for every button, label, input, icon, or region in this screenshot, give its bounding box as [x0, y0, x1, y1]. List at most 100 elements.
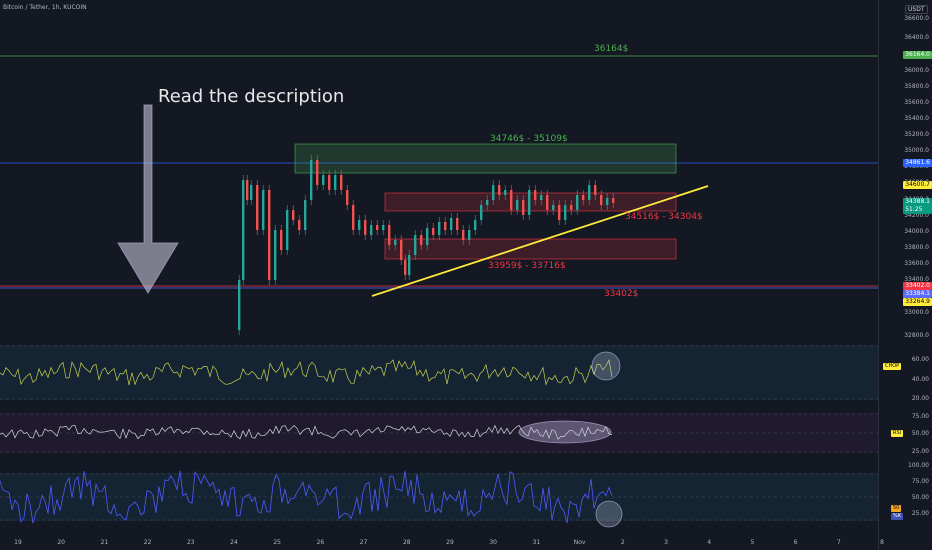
candle	[612, 198, 615, 203]
candle	[304, 200, 307, 230]
level-36164-label: 36164$	[594, 44, 629, 54]
zone-upper-label: 34746$ - 35109$	[490, 134, 568, 144]
candle	[594, 185, 597, 195]
time-axis-label: 19	[14, 539, 22, 546]
candle	[292, 210, 295, 220]
candle	[382, 225, 385, 230]
level-36164-tag: 36164.0	[903, 51, 932, 59]
stoch-tag-d: 50	[891, 505, 902, 512]
time-axis-label: 3	[664, 539, 668, 546]
candle	[498, 185, 501, 195]
stoch-axis-label: 75.00	[911, 478, 929, 485]
price-axis-label: 34000.0	[904, 228, 929, 235]
chop-axis-label: 40.00	[911, 376, 929, 383]
candle	[376, 225, 379, 230]
candle	[394, 240, 397, 245]
price-axis-label: 33800.0	[904, 244, 929, 251]
candle	[444, 222, 447, 230]
candle	[486, 200, 489, 205]
zone-mid-label: 34516$ - 34304$	[625, 212, 703, 222]
candle	[552, 205, 555, 210]
candle	[510, 190, 513, 210]
candle	[328, 175, 331, 190]
candle	[474, 220, 477, 230]
price-axis-label: 34200.0	[904, 212, 929, 219]
price-tag-value: 34861.6	[905, 159, 930, 166]
price-axis-label: 36600.0	[904, 15, 929, 22]
last-price-tag: 34388.1 51:25	[903, 198, 932, 214]
currency-label[interactable]: USDT	[905, 5, 928, 14]
price-chart[interactable]	[0, 0, 878, 550]
time-axis-label: 7	[836, 539, 841, 546]
candle	[346, 190, 349, 205]
candle	[250, 185, 253, 200]
price-axis-label: 33600.0	[904, 260, 929, 267]
chop-axis-label: 20.00	[911, 395, 929, 402]
candlesticks	[238, 155, 615, 335]
time-axis-label: 21	[100, 539, 109, 546]
candle	[492, 185, 495, 200]
zone-mid-box	[384, 192, 677, 212]
zone-lower-label: 33959$ - 33716$	[488, 261, 566, 271]
price-axis-label: 36400.0	[904, 34, 929, 41]
price-tag-value: 33264.9	[905, 298, 930, 305]
candle	[516, 200, 519, 210]
candle	[606, 198, 609, 205]
candle	[408, 255, 411, 275]
price-axis-label: 35200.0	[904, 131, 929, 138]
price-tag-value: 33384.1	[905, 290, 930, 297]
zone-lower-box	[384, 238, 677, 260]
time-axis-label: 6	[793, 539, 798, 546]
symbol-title[interactable]: Bitcoin / Tether, 1h, KUCOIN	[3, 4, 87, 11]
price-axis-label: 33400.0	[904, 276, 929, 283]
candle	[600, 195, 603, 205]
level-33384-tag: 33384.1	[903, 290, 932, 298]
candle	[358, 220, 361, 230]
candle	[238, 280, 241, 330]
down-arrow-icon	[117, 104, 179, 294]
price-axis-label: 33000.0	[904, 309, 929, 316]
candle	[388, 225, 391, 245]
time-axis-label: 27	[359, 539, 368, 546]
price-axis[interactable]: 36600.036400.036200.036000.035800.035600…	[878, 0, 932, 550]
candle	[588, 185, 591, 200]
candle	[334, 175, 337, 190]
time-axis-label: Nov	[573, 539, 586, 546]
price-tag-value: 33402.0	[905, 282, 930, 289]
price-tag-value: 34388.1	[905, 198, 930, 205]
price-axis-label: 35400.0	[904, 115, 929, 122]
candle	[404, 260, 407, 275]
candle	[352, 205, 355, 230]
rsi-axis-label: 50.00	[911, 430, 929, 437]
price-axis-label: 32800.0	[904, 332, 929, 339]
description-annotation: Read the description	[158, 86, 345, 107]
trendline[interactable]	[371, 185, 709, 297]
candle	[432, 228, 435, 235]
price-axis-label: 35600.0	[904, 99, 929, 106]
candle	[564, 205, 567, 220]
chop-highlight-circle	[591, 351, 621, 381]
level-33402-label: 33402$	[604, 289, 639, 299]
time-axis-label: 31	[532, 539, 541, 546]
stoch-axis-label: 100.00	[908, 462, 929, 469]
bar-countdown: 51:25	[905, 206, 923, 213]
candle	[256, 185, 259, 230]
candle	[310, 160, 313, 200]
level-34861-tag: 34861.6	[903, 159, 932, 167]
stoch-indicator-line	[0, 470, 613, 524]
candle	[246, 180, 249, 200]
time-axis-label: 22	[143, 539, 152, 546]
zone-upper-box	[294, 143, 677, 174]
candle	[468, 230, 471, 240]
time-axis-label: 8	[880, 539, 884, 546]
price-tag-value: 36164.0	[905, 51, 930, 58]
time-axis-label: 20	[57, 539, 66, 546]
candle	[546, 195, 549, 210]
candle	[370, 225, 373, 235]
time-axis-label: 23	[186, 539, 195, 546]
candle	[438, 222, 441, 235]
candle	[268, 190, 271, 280]
candle	[480, 205, 483, 220]
time-axis-label: 28	[402, 539, 411, 546]
